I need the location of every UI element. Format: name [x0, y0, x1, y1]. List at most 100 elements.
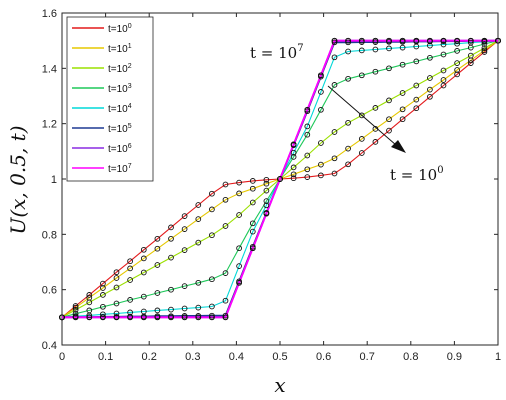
annotation-t-max-prefix: t = 10: [250, 44, 297, 62]
marker-layer: [59, 37, 501, 321]
data-point-t2: [345, 119, 351, 126]
data-point-t0: [222, 181, 229, 188]
data-point-t2: [263, 187, 270, 194]
data-point-t1: [140, 255, 147, 262]
legend-entry-exponent: 4: [128, 103, 132, 110]
data-point-t7: [290, 141, 297, 148]
data-point-t4: [454, 40, 460, 47]
y-tick-label: 0.4: [42, 340, 57, 352]
data-point-t4: [86, 312, 93, 319]
data-point-t1: [331, 155, 338, 162]
data-point-t5: [345, 39, 351, 46]
data-point-t7: [195, 314, 202, 321]
y-tick-label: 0.8: [42, 229, 57, 241]
legend-entry-base: t=10: [108, 144, 128, 155]
data-point-t0: [358, 150, 365, 156]
data-point-t3: [113, 300, 120, 307]
data-point-t4: [345, 48, 351, 55]
data-point-t4: [304, 123, 311, 130]
data-point-t3: [263, 198, 270, 204]
data-point-t7: [331, 37, 338, 44]
data-point-t7: [181, 314, 188, 321]
x-tick-label: 0.4: [229, 351, 244, 363]
data-point-t0: [345, 161, 351, 168]
data-point-t2: [304, 152, 311, 159]
data-point-t1: [290, 171, 297, 178]
data-point-t7: [263, 210, 270, 217]
data-point-t1: [154, 245, 161, 252]
data-point-t4: [113, 310, 120, 317]
data-point-t3: [140, 293, 147, 300]
data-point-t2: [331, 129, 338, 135]
data-point-t1: [386, 116, 392, 123]
data-point-t4: [195, 304, 202, 311]
data-point-t2: [181, 247, 188, 253]
legend-entry: t=107: [108, 163, 132, 175]
annotation-t-max-exponent: 7: [297, 43, 303, 54]
data-point-t1: [127, 265, 133, 272]
data-point-t1: [263, 180, 270, 187]
data-point-t4: [358, 47, 365, 54]
data-point-t1: [236, 190, 242, 197]
x-axis-label: x: [274, 373, 285, 397]
data-point-t0: [399, 116, 406, 123]
data-point-t1: [209, 206, 215, 213]
data-point-t2: [481, 45, 488, 51]
data-point-t7: [249, 245, 256, 252]
data-point-t1: [181, 226, 188, 232]
y-axis-ticks: 0.4 0.6 0.8 1 1.2 1.4 1.6: [42, 8, 498, 352]
data-point-t0: [386, 127, 392, 134]
data-point-t7: [72, 314, 79, 321]
data-point-t3: [399, 61, 406, 68]
data-point-t3: [481, 41, 488, 47]
legend-entry-base: t=10: [108, 124, 128, 135]
annotation-t-max: t = 107: [250, 43, 304, 62]
data-point-t0: [168, 224, 174, 231]
x-tick-label: 0.8: [403, 351, 418, 363]
legend-entry-base: t=10: [108, 24, 128, 35]
data-point-t7: [113, 314, 120, 321]
data-point-t7: [454, 37, 460, 44]
data-point-t7: [495, 37, 501, 44]
data-point-t3: [72, 310, 79, 317]
data-point-t4: [100, 311, 106, 318]
data-point-t3: [195, 279, 202, 286]
data-point-t4: [249, 228, 256, 235]
data-point-t4: [168, 306, 174, 313]
data-point-t1: [113, 275, 120, 281]
data-point-t7: [413, 37, 420, 44]
data-point-t2: [358, 112, 365, 119]
y-tick-label: 1: [51, 174, 57, 186]
data-point-t0: [154, 235, 161, 242]
data-point-t0: [209, 190, 215, 197]
annotation-arrow-head: [391, 140, 406, 153]
data-point-t1: [318, 161, 324, 168]
data-point-t7: [345, 37, 351, 44]
data-point-t7: [358, 37, 365, 44]
data-point-t7: [277, 176, 283, 182]
data-point-t2: [222, 223, 229, 229]
data-point-t0: [140, 246, 147, 253]
data-point-t3: [318, 106, 324, 113]
series-line-t7: [62, 39, 498, 319]
x-tick-label: 1: [495, 351, 501, 363]
y-tick-label: 1.6: [42, 8, 57, 20]
data-point-t3: [100, 303, 106, 310]
data-point-t2: [399, 90, 406, 96]
data-point-t4: [222, 297, 229, 304]
y-axis-label: U(x, 0.5, t): [6, 125, 30, 234]
data-point-t0: [127, 258, 133, 265]
data-point-t2: [86, 299, 93, 306]
legend-entry-base: t=10: [108, 64, 128, 75]
data-point-t5: [331, 39, 338, 46]
data-point-t2: [127, 277, 133, 283]
data-point-t0: [372, 139, 379, 145]
legend-entry-exponent: 0: [128, 23, 132, 30]
data-point-t2: [427, 75, 433, 81]
data-point-t1: [481, 47, 488, 54]
data-point-t2: [195, 239, 202, 246]
legend-entry-base: t=10: [108, 44, 128, 55]
x-tick-label: 0: [59, 351, 65, 363]
